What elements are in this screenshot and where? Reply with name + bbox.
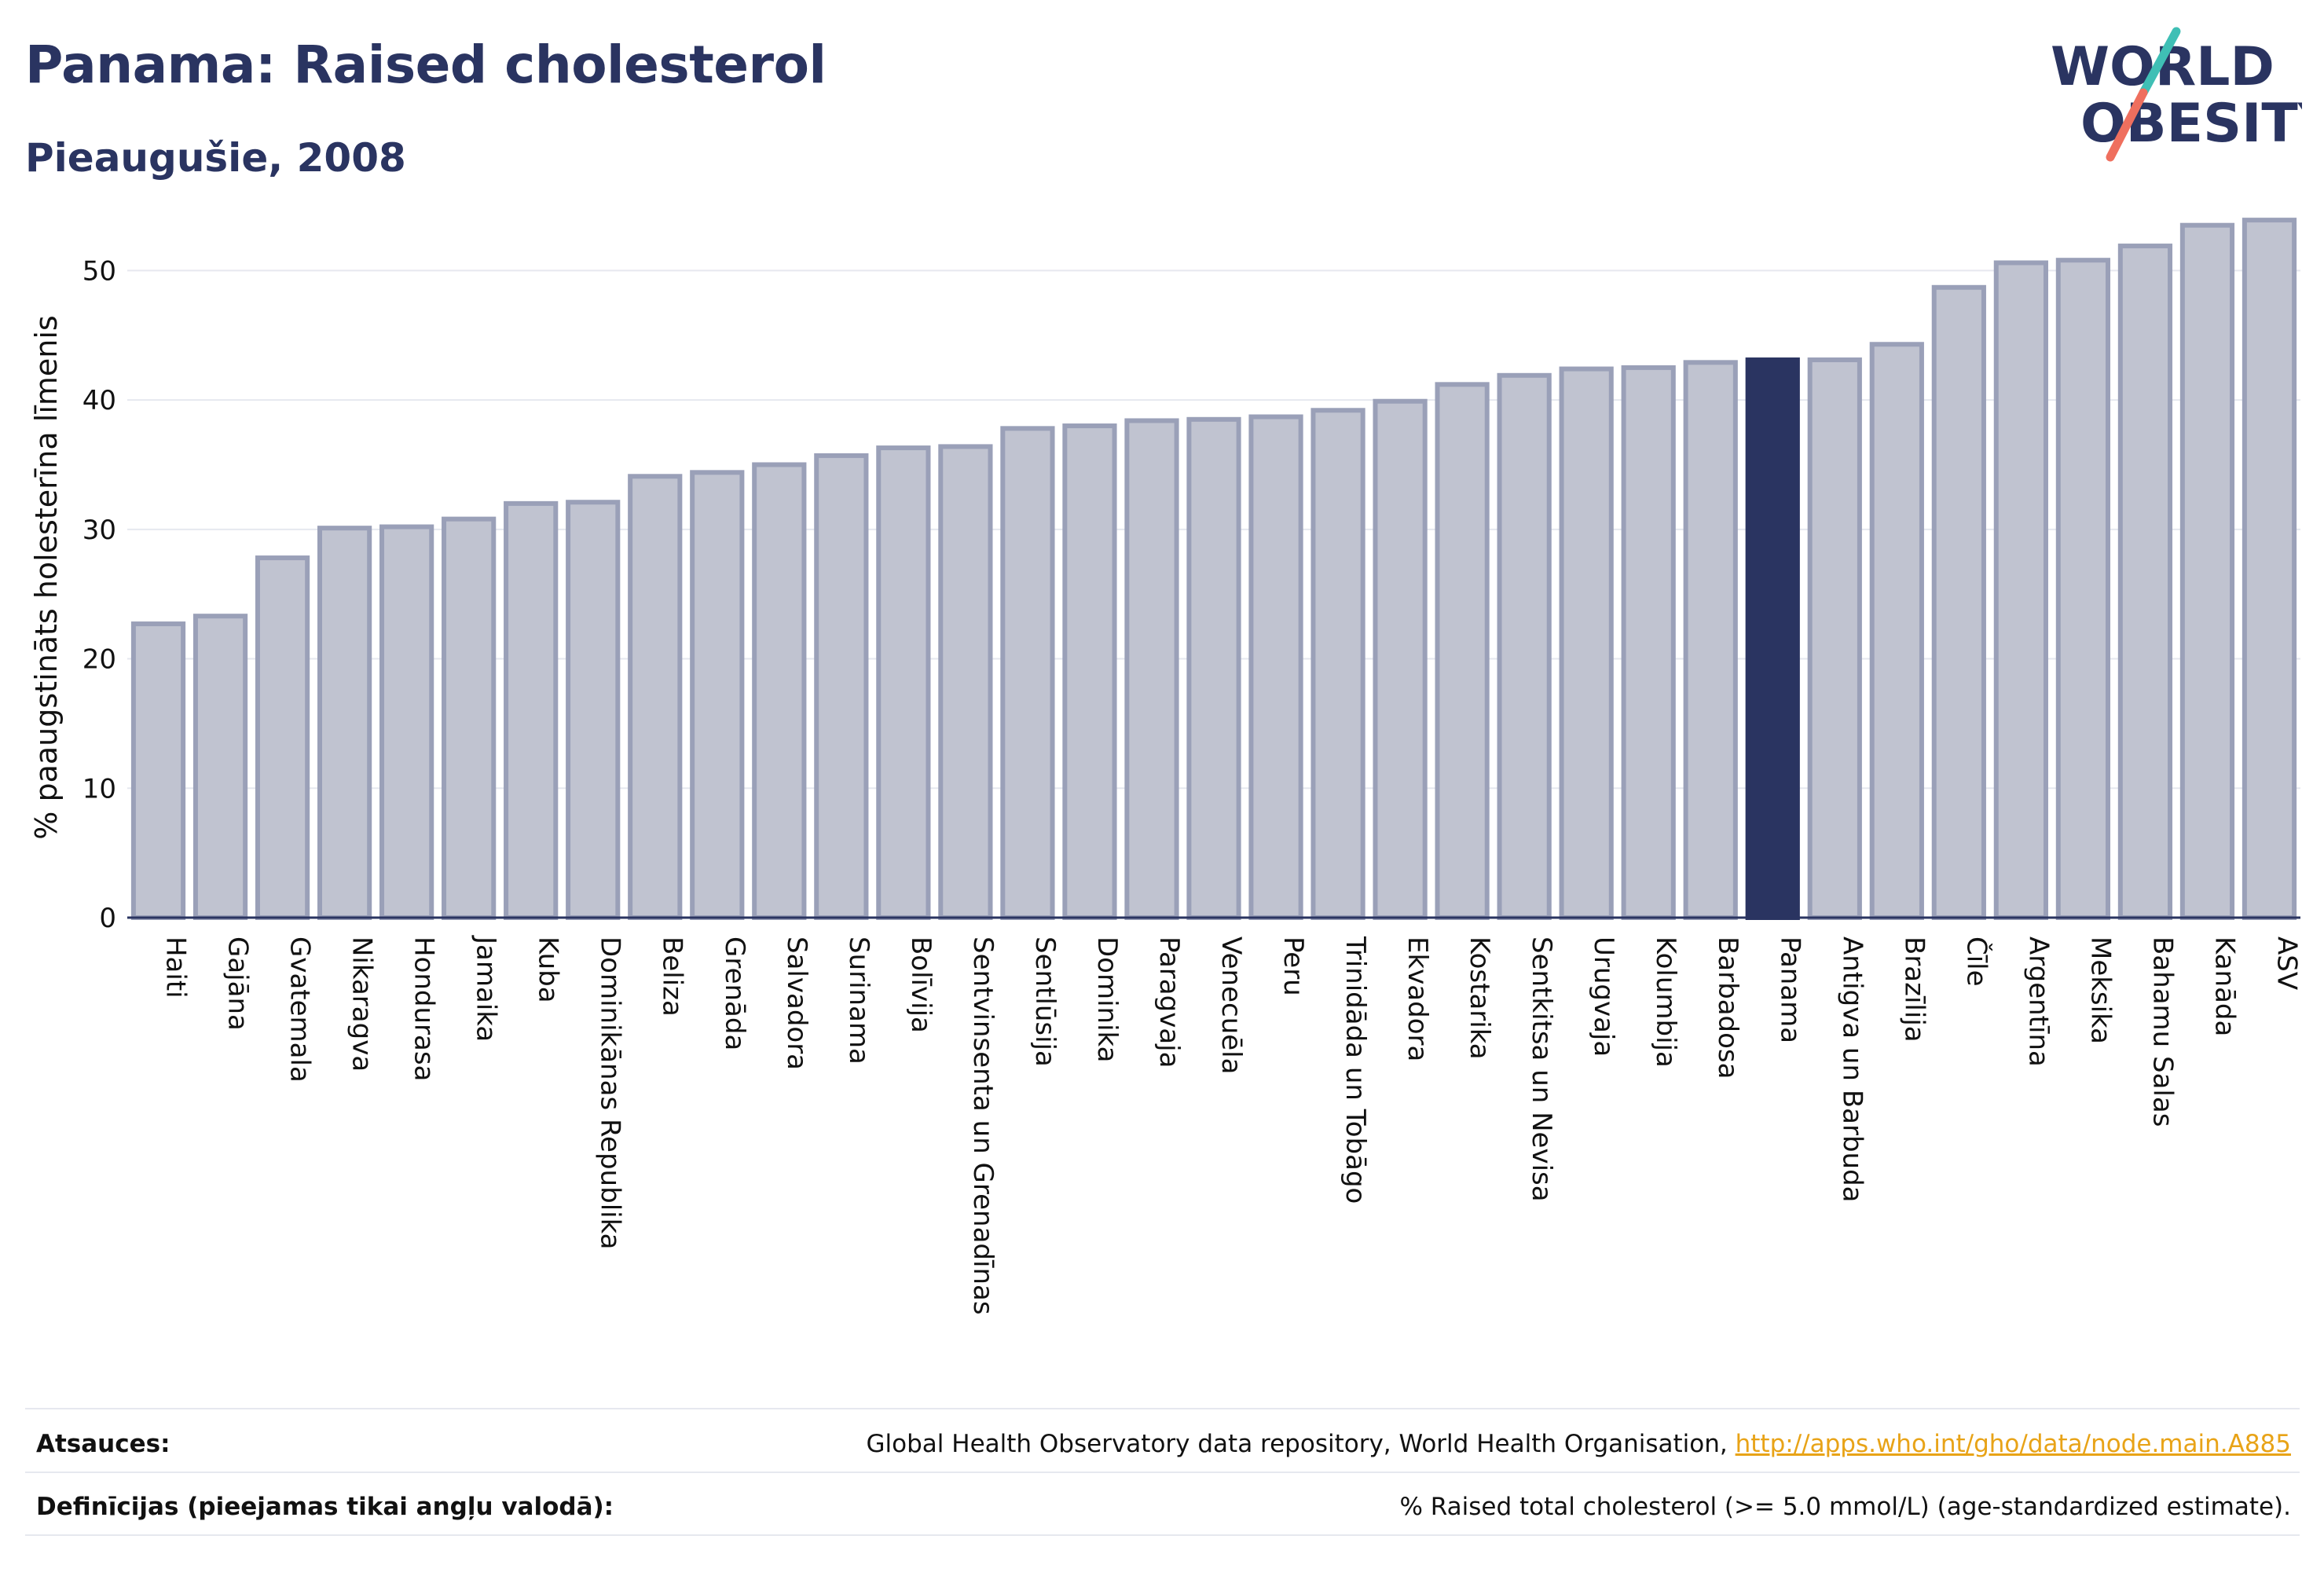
definitions-row: Definīcijas (pieejamas tikai angļu valod… xyxy=(36,1485,2291,1532)
y-tick-label-20: 20 xyxy=(82,644,116,676)
category-label-2: Gajāna xyxy=(222,936,254,1031)
page-title: Panama: Raised cholesterol xyxy=(25,35,827,95)
category-labels: Haiti Gajāna Gvatemala Nikaragva Hondurasa Ja… xyxy=(160,935,2303,1315)
bar-33 xyxy=(2117,244,2173,921)
category-label-5: Hondurasa xyxy=(409,936,440,1081)
category-label-31: Argentīna xyxy=(2022,936,2054,1067)
bar-12 xyxy=(814,453,869,920)
definitions-value: % Raised total cholesterol (>= 5.0 mmol/… xyxy=(1399,1493,2291,1521)
category-label-19: Peru xyxy=(1277,936,1309,996)
bar-13 xyxy=(876,445,931,920)
category-label-14: Sentvinsenta un Grenadīnas xyxy=(967,936,999,1315)
sources-row: Atsauces: Global Health Observatory data… xyxy=(36,1422,2291,1469)
logo-slash-teal xyxy=(2139,27,2181,97)
bar-7 xyxy=(504,500,559,920)
bar-11 xyxy=(752,462,807,920)
category-label-27: Panama xyxy=(1774,936,1805,1043)
sources-label: Atsauces: xyxy=(36,1430,170,1458)
category-label-17: Paragvaja xyxy=(1153,936,1185,1068)
bar-3 xyxy=(255,555,310,920)
category-label-20: Trinidāda un Tobāgo xyxy=(1340,936,1371,1204)
category-label-9: Beliza xyxy=(657,936,688,1017)
category-label-21: Ekvadora xyxy=(1402,936,1433,1061)
bar-10 xyxy=(690,470,745,920)
category-label-25: Kolumbija xyxy=(1650,936,1681,1068)
category-label-28: Antigva un Barbuda xyxy=(1836,936,1868,1203)
y-tick-label-0: 0 xyxy=(99,903,116,934)
category-label-4: Nikaragva xyxy=(346,936,378,1072)
bar-25 xyxy=(1621,365,1676,920)
bar-19 xyxy=(1248,414,1303,920)
bar-26 xyxy=(1683,360,1738,920)
definitions-label: Definīcijas (pieejamas tikai angļu valod… xyxy=(36,1493,614,1521)
y-tick-label-10: 10 xyxy=(82,773,116,804)
bar-32 xyxy=(2055,258,2111,921)
category-label-13: Bolīvija xyxy=(905,936,937,1033)
bar-14 xyxy=(938,444,993,920)
category-label-22: Kostarika xyxy=(1464,936,1495,1060)
category-label-26: Barbadosa xyxy=(1712,936,1743,1079)
bar-23 xyxy=(1497,372,1552,920)
bar-22 xyxy=(1435,382,1490,921)
bar-27 xyxy=(1745,357,1800,920)
bar-17 xyxy=(1124,418,1179,920)
bar-20 xyxy=(1310,408,1365,920)
category-label-6: Jamaika xyxy=(471,935,502,1042)
sources-text: Global Health Observatory data repositor… xyxy=(866,1430,1736,1458)
footer-divider-middle xyxy=(25,1472,2300,1473)
category-label-12: Surinama xyxy=(843,936,874,1065)
bar-24 xyxy=(1559,366,1614,921)
category-label-3: Gvatemala xyxy=(284,936,316,1083)
category-label-15: Sentlūsija xyxy=(1029,936,1061,1067)
bar-6 xyxy=(442,516,497,920)
bars xyxy=(130,218,2297,921)
y-tick-label-50: 50 xyxy=(82,255,116,287)
category-label-30: Čīle xyxy=(1960,936,1992,987)
category-label-7: Kuba xyxy=(533,936,564,1003)
bar-2 xyxy=(192,614,248,920)
bar-28 xyxy=(1807,357,1862,920)
bar-15 xyxy=(1000,426,1055,920)
bar-31 xyxy=(1993,260,2048,921)
category-label-32: Meksika xyxy=(2084,936,2116,1044)
page-subtitle: Pieaugušie, 2008 xyxy=(25,135,406,181)
world-obesity-logo: WORLD OBESITY xyxy=(2051,27,2302,162)
y-tick-label-40: 40 xyxy=(82,385,116,416)
category-label-1: Haiti xyxy=(160,936,192,999)
sources-value: Global Health Observatory data repositor… xyxy=(867,1430,2291,1458)
footer-divider-top xyxy=(25,1408,2300,1409)
category-label-34: Kanāda xyxy=(2209,936,2240,1036)
category-label-29: Brazīlija xyxy=(1898,936,1930,1043)
logo-slash-coral xyxy=(2106,88,2148,162)
category-label-33: Bahamu Salas xyxy=(2146,936,2178,1127)
category-label-23: Sentkitsa un Nevisa xyxy=(1526,936,1557,1202)
logo-line-1: WORLD xyxy=(2051,36,2275,98)
category-label-11: Salvadora xyxy=(781,936,812,1070)
category-label-35: ASV xyxy=(2271,936,2302,990)
category-label-16: Dominika xyxy=(1091,936,1123,1062)
sources-link[interactable]: http://apps.who.int/gho/data/node.main.A… xyxy=(1735,1430,2291,1458)
y-tick-label-30: 30 xyxy=(82,515,116,546)
axes: 0 10 20 30 40 50 xyxy=(82,255,2300,934)
bar-34 xyxy=(2179,222,2235,920)
category-label-8: Dominikānas Republika xyxy=(595,936,626,1250)
category-label-10: Grenāda xyxy=(719,936,750,1050)
bar-29 xyxy=(1869,342,1924,920)
bar-8 xyxy=(566,500,621,920)
y-axis-label: % paaugstināts holesterīna līmenis xyxy=(29,315,64,839)
category-label-18: Venecuēla xyxy=(1215,936,1247,1074)
bar-30 xyxy=(1931,284,1986,920)
category-label-24: Urugvaja xyxy=(1588,936,1619,1057)
bar-16 xyxy=(1062,423,1117,920)
bar-21 xyxy=(1373,398,1428,921)
bar-18 xyxy=(1186,416,1241,920)
bar-chart: 0 10 20 30 40 50 Haiti Gajāna Gvatemala Nikaragv… xyxy=(29,218,2303,1315)
bar-5 xyxy=(379,524,434,920)
bar-35 xyxy=(2242,218,2297,920)
footer-divider-bottom xyxy=(25,1534,2300,1536)
bar-9 xyxy=(628,474,683,920)
bar-4 xyxy=(317,526,372,920)
bar-1 xyxy=(130,621,186,920)
